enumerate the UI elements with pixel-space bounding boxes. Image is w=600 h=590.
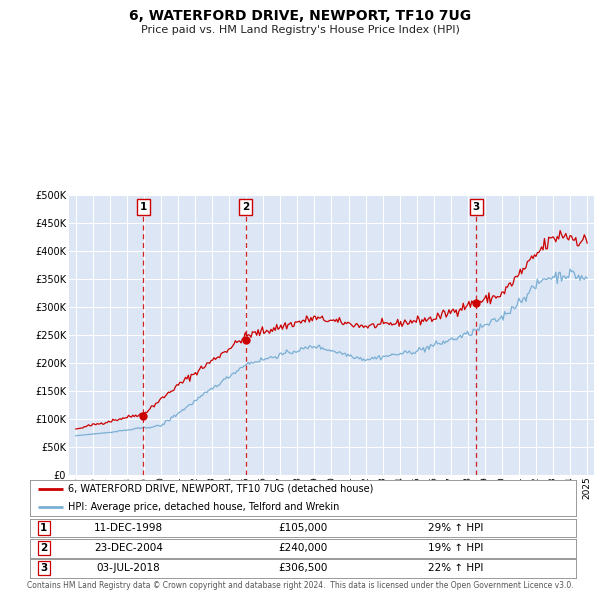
Text: 23-DEC-2004: 23-DEC-2004 xyxy=(94,543,163,553)
Text: 29% ↑ HPI: 29% ↑ HPI xyxy=(428,523,484,533)
Text: 6, WATERFORD DRIVE, NEWPORT, TF10 7UG: 6, WATERFORD DRIVE, NEWPORT, TF10 7UG xyxy=(129,9,471,23)
Text: £306,500: £306,500 xyxy=(278,563,328,573)
Text: 3: 3 xyxy=(40,563,47,573)
Text: Price paid vs. HM Land Registry's House Price Index (HPI): Price paid vs. HM Land Registry's House … xyxy=(140,25,460,35)
Text: 3: 3 xyxy=(473,202,480,212)
Text: 1: 1 xyxy=(40,523,47,533)
Text: HPI: Average price, detached house, Telford and Wrekin: HPI: Average price, detached house, Telf… xyxy=(68,502,340,512)
Text: Contains HM Land Registry data © Crown copyright and database right 2024.  This : Contains HM Land Registry data © Crown c… xyxy=(26,581,574,589)
Text: 19% ↑ HPI: 19% ↑ HPI xyxy=(428,543,484,553)
Text: 11-DEC-1998: 11-DEC-1998 xyxy=(94,523,163,533)
Text: 2: 2 xyxy=(40,543,47,553)
Text: 1: 1 xyxy=(140,202,147,212)
Text: 03-JUL-2018: 03-JUL-2018 xyxy=(97,563,160,573)
Text: 6, WATERFORD DRIVE, NEWPORT, TF10 7UG (detached house): 6, WATERFORD DRIVE, NEWPORT, TF10 7UG (d… xyxy=(68,484,374,494)
Text: 2: 2 xyxy=(242,202,250,212)
Text: 22% ↑ HPI: 22% ↑ HPI xyxy=(428,563,484,573)
Text: £240,000: £240,000 xyxy=(278,543,328,553)
Text: £105,000: £105,000 xyxy=(278,523,328,533)
